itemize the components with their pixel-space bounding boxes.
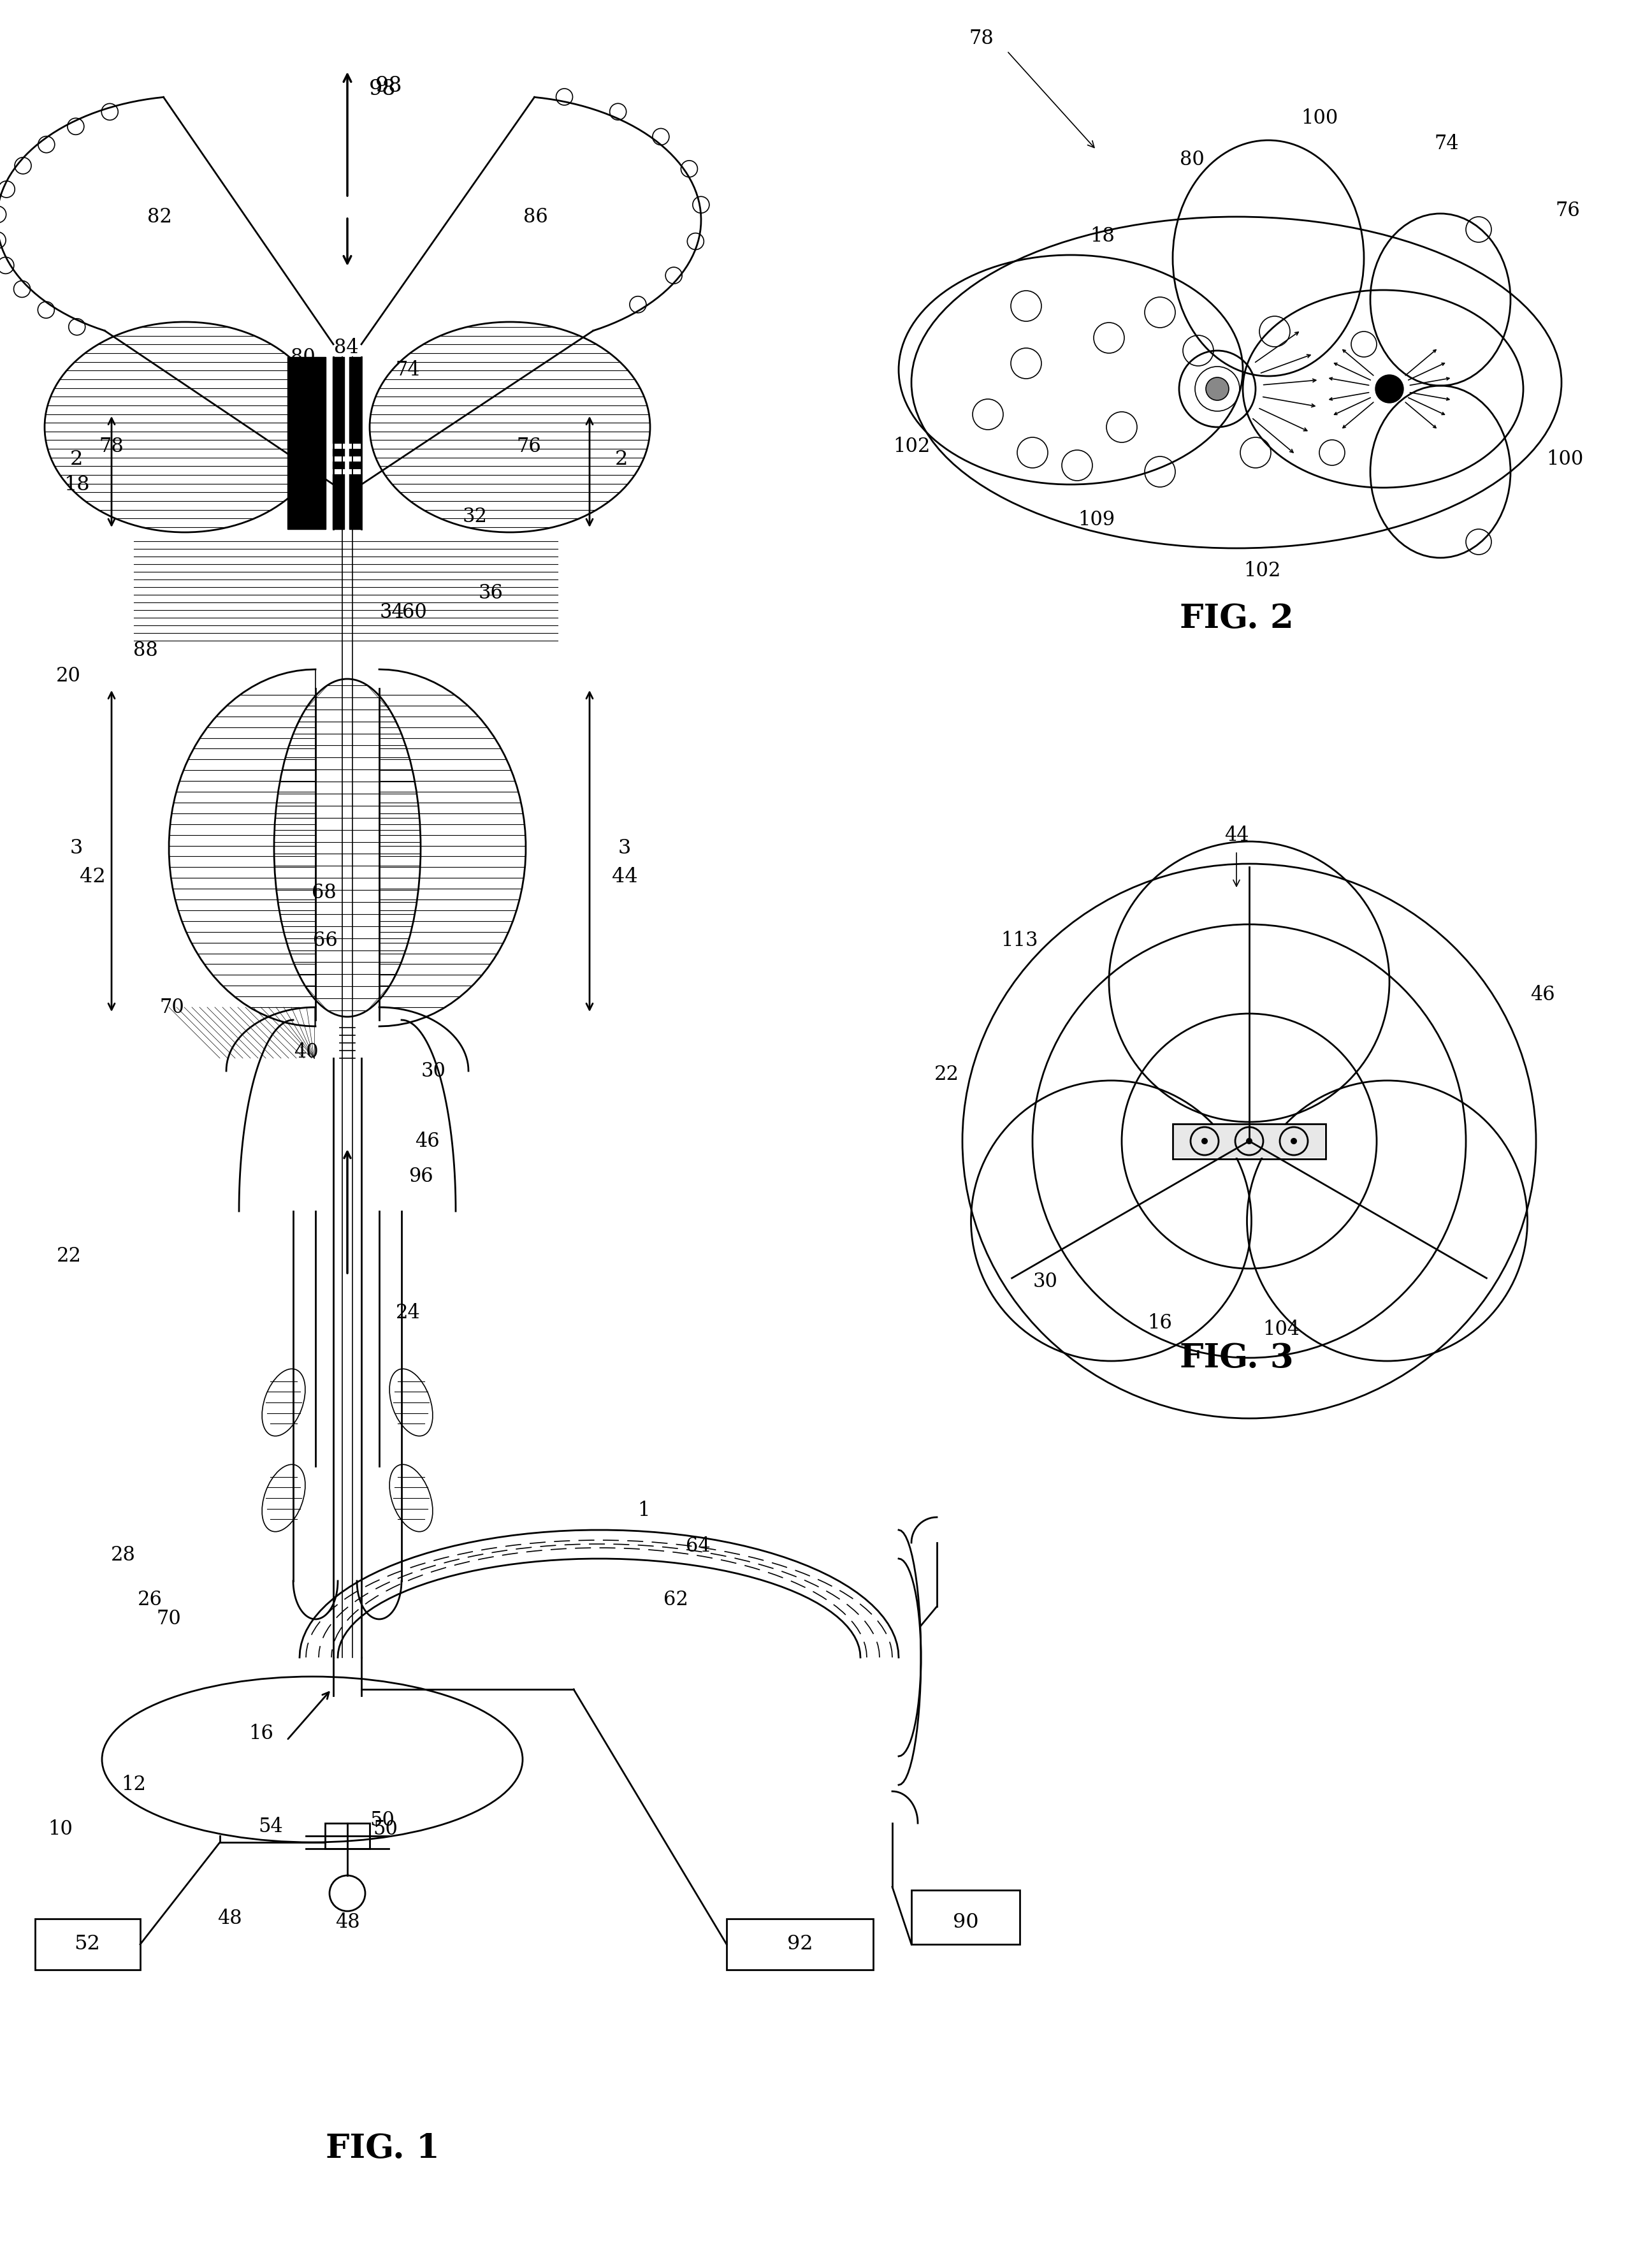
- Text: 44: 44: [611, 868, 638, 886]
- Text: 20: 20: [56, 666, 81, 686]
- Text: 3: 3: [69, 839, 83, 859]
- Text: 18: 18: [1090, 226, 1115, 247]
- Text: 2: 2: [615, 448, 628, 469]
- Polygon shape: [330, 457, 365, 462]
- Bar: [287, 356, 325, 529]
- Circle shape: [1376, 374, 1404, 404]
- Text: 78: 78: [970, 29, 995, 47]
- Text: FIG. 1: FIG. 1: [325, 2132, 439, 2164]
- Circle shape: [1201, 1139, 1208, 1143]
- Bar: [1173, 1123, 1325, 1159]
- Text: 62: 62: [662, 1590, 687, 1610]
- Text: 66: 66: [312, 930, 337, 951]
- Bar: [325, 1823, 370, 1850]
- Text: 80: 80: [291, 348, 316, 368]
- Text: 92: 92: [786, 1935, 813, 1955]
- Text: 70: 70: [160, 998, 185, 1018]
- Text: 64: 64: [686, 1536, 710, 1556]
- Text: 76: 76: [1556, 200, 1581, 220]
- Bar: [349, 356, 360, 529]
- Circle shape: [1206, 377, 1229, 401]
- Text: 98: 98: [368, 78, 396, 99]
- Text: 96: 96: [408, 1166, 433, 1186]
- Text: 22: 22: [933, 1065, 958, 1085]
- Text: 24: 24: [395, 1303, 420, 1323]
- Circle shape: [1246, 1139, 1252, 1143]
- Text: 86: 86: [524, 206, 548, 226]
- Text: 46: 46: [1530, 984, 1555, 1004]
- Text: 26: 26: [137, 1590, 162, 1610]
- Text: 76: 76: [517, 437, 542, 455]
- Text: 109: 109: [1077, 509, 1115, 529]
- Text: FIG. 3: FIG. 3: [1180, 1341, 1294, 1374]
- Text: 48: 48: [335, 1912, 360, 1933]
- Polygon shape: [330, 444, 365, 448]
- Text: 40: 40: [294, 1043, 319, 1063]
- Text: 16: 16: [249, 1724, 274, 1744]
- Text: 12: 12: [121, 1776, 147, 1796]
- Text: FIG. 2: FIG. 2: [1180, 603, 1294, 634]
- Text: 36: 36: [479, 583, 504, 603]
- Text: 22: 22: [56, 1247, 81, 1267]
- Text: 100: 100: [1546, 448, 1583, 469]
- Text: 3: 3: [618, 839, 631, 859]
- Text: 44: 44: [1224, 825, 1249, 845]
- Text: 34: 34: [380, 603, 405, 621]
- Text: 46: 46: [415, 1132, 439, 1150]
- Text: 80: 80: [1180, 150, 1204, 168]
- Text: 48: 48: [216, 1908, 241, 1928]
- Text: 42: 42: [79, 868, 106, 886]
- Text: 82: 82: [147, 206, 172, 226]
- Text: 90: 90: [953, 1912, 978, 1933]
- Text: 104: 104: [1262, 1318, 1300, 1338]
- Text: 54: 54: [258, 1816, 282, 1836]
- Text: 100: 100: [1300, 108, 1338, 128]
- Text: 78: 78: [99, 437, 124, 455]
- Text: 2: 2: [69, 448, 83, 469]
- Circle shape: [1290, 1139, 1297, 1143]
- Text: 52: 52: [74, 1935, 101, 1955]
- Text: 84: 84: [334, 339, 358, 356]
- Text: 30: 30: [421, 1060, 446, 1081]
- Bar: [35, 1919, 140, 1971]
- Polygon shape: [330, 469, 365, 475]
- Text: 102: 102: [1244, 560, 1280, 581]
- Text: 18: 18: [63, 475, 89, 495]
- Text: 74: 74: [1434, 135, 1459, 152]
- Text: 98: 98: [375, 76, 403, 96]
- Text: 50: 50: [370, 1809, 395, 1829]
- Text: 60: 60: [401, 603, 426, 621]
- Text: 28: 28: [111, 1545, 135, 1565]
- Text: 30: 30: [1032, 1271, 1057, 1291]
- Text: 1: 1: [638, 1500, 649, 1520]
- Text: 68: 68: [312, 883, 335, 901]
- Text: 16: 16: [1148, 1314, 1173, 1332]
- Text: 88: 88: [132, 641, 157, 659]
- Text: 102: 102: [892, 437, 930, 455]
- Bar: [912, 1890, 1019, 1944]
- Text: 10: 10: [48, 1821, 73, 1838]
- Bar: [727, 1919, 874, 1971]
- Text: 74: 74: [395, 361, 420, 379]
- Bar: [332, 356, 344, 529]
- Text: 32: 32: [463, 507, 487, 527]
- Text: 113: 113: [1001, 930, 1039, 951]
- Bar: [1175, 1125, 1325, 1157]
- Text: 70: 70: [157, 1610, 182, 1630]
- Text: 50: 50: [373, 1821, 398, 1838]
